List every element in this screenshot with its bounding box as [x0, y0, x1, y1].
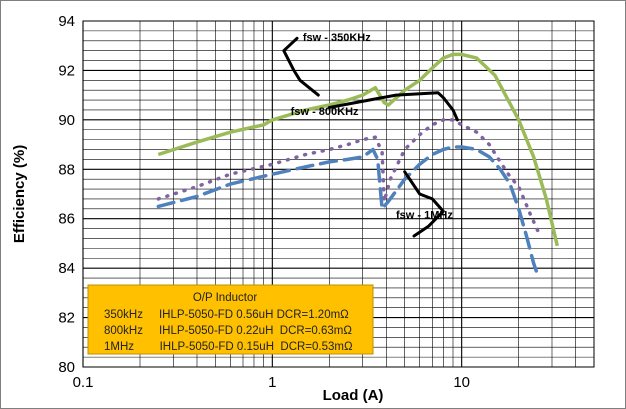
legend-row: 350kHz IHLP-5050-FD 0.56uH DCR=1.20mΩ: [104, 309, 349, 321]
annotation-label: fsw - 350KHz: [303, 32, 371, 44]
y-tick-label: 82: [58, 310, 75, 327]
y-tick-label: 80: [58, 359, 75, 376]
series-line-1: [156, 118, 542, 238]
x-axis-title: Load (A): [323, 387, 384, 404]
y-tick-label: 86: [58, 211, 75, 228]
y-tick-label: 84: [58, 260, 75, 277]
y-tick-label: 88: [58, 161, 75, 178]
x-tick-label: 10: [453, 374, 470, 391]
y-tick-label: 94: [58, 13, 75, 30]
y-tick-label: 92: [58, 62, 75, 79]
series-layer: [156, 52, 560, 280]
x-tick-label: 1: [268, 374, 276, 391]
annotation-label: fsw - 800KHz: [291, 106, 359, 118]
annotation-layer: fsw - 350KHz fsw - 800KHz fsw - 1MHz: [291, 32, 454, 222]
annotation-pointer: [282, 36, 320, 97]
annotation-pointer: [403, 170, 445, 238]
annotation-pointer-layer: [282, 36, 459, 238]
annotation-label: fsw - 1MHz: [396, 210, 453, 222]
x-tick-label: 0.1: [73, 374, 94, 391]
legend-row: 1MHz IHLP-5050-FD 0.15uH DCR=0.53mΩ: [104, 341, 353, 353]
annotation-pointer: [327, 91, 459, 122]
legend-row: 800kHz IHLP-5050-FD 0.22uH DCR=0.63mΩ: [104, 325, 352, 337]
y-tick-label: 90: [58, 112, 75, 129]
legend-box: [87, 284, 374, 355]
legend-title: O/P Inductor: [193, 292, 258, 304]
series-line-2: [156, 145, 541, 280]
y-axis-title: Efficiency (%): [11, 145, 28, 243]
legend: O/P Inductor 350kHz IHLP-5050-FD 0.56uH …: [87, 284, 374, 355]
tick-labels: 80 82 84 86 88 90 92 94 0.1 1 10: [58, 13, 470, 391]
series-line-0: [157, 52, 560, 247]
